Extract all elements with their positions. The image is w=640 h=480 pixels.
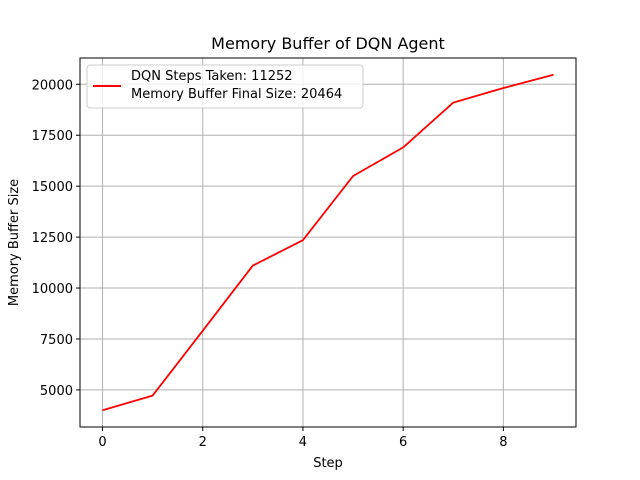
legend-box <box>86 64 364 109</box>
y-tick-label: 5000 <box>40 384 73 399</box>
x-tick-label: 8 <box>499 435 507 450</box>
y-tick-label: 17500 <box>32 129 73 144</box>
series-line <box>102 73 554 412</box>
y-tick-label: 12500 <box>32 231 73 246</box>
grid <box>80 58 576 427</box>
legend-label-line-2: Memory Buffer Final Size: 20464 <box>131 87 342 102</box>
x-tick-label: 0 <box>98 435 106 450</box>
y-tick-label: 10000 <box>32 282 73 297</box>
y-tick-label: 15000 <box>32 180 73 195</box>
y-tick-label: 20000 <box>32 78 73 93</box>
axis-ticks: 0 2 4 6 8 5000 7500 10000 12500 15000 17500 20000 <box>32 78 508 450</box>
y-axis-title: Memory Buffer Size <box>7 179 22 306</box>
series-layer <box>102 73 554 412</box>
chart-title: Memory Buffer of DQN Agent <box>211 34 445 53</box>
x-tick-label: 4 <box>299 435 307 450</box>
x-tick-label: 6 <box>399 435 407 450</box>
plot-frame <box>79 57 577 428</box>
legend: DQN Steps Taken: 11252 Memory Buffer Fin… <box>86 64 364 109</box>
y-tick-label: 7500 <box>40 333 73 348</box>
x-axis-title: Step <box>313 456 343 471</box>
legend-label-line-1: DQN Steps Taken: 11252 <box>131 69 293 84</box>
x-tick-label: 2 <box>199 435 207 450</box>
